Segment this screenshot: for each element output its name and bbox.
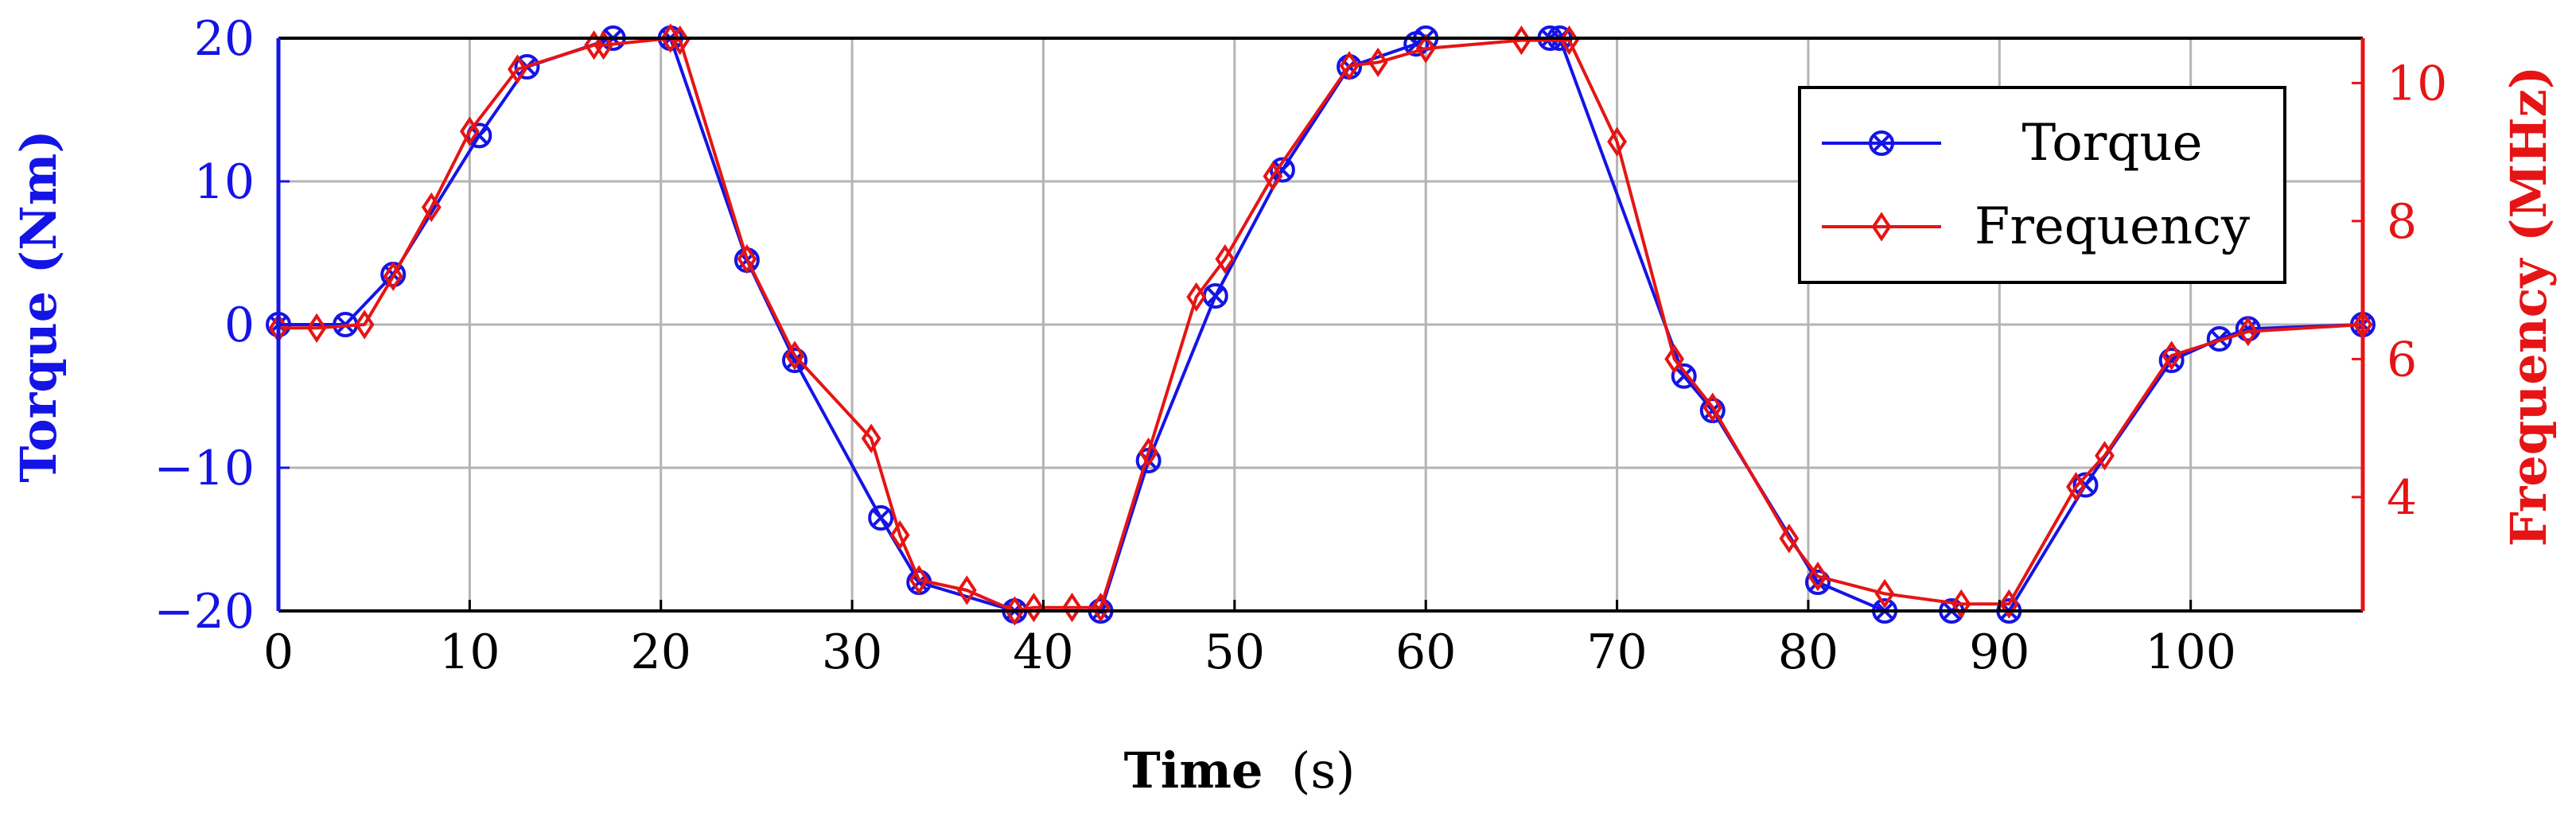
torque-point	[1671, 363, 1697, 389]
frequency-point	[1998, 589, 2019, 619]
frequency-point	[354, 309, 375, 340]
y-right-tick-label: 6	[2387, 332, 2417, 387]
plot-frame	[276, 37, 2365, 613]
y-left-tick-label: 0	[224, 298, 255, 353]
torque-point	[868, 505, 894, 531]
frequency-point	[861, 423, 881, 453]
x-tick-label: 40	[1013, 624, 1073, 680]
y-right-tick-label: 10	[2387, 56, 2447, 111]
frequency-point	[1511, 25, 1531, 56]
frequency-point	[1215, 243, 1235, 274]
frequency-point	[956, 575, 977, 605]
frequency-point	[1874, 578, 1895, 609]
y-left-tick-label: −20	[154, 584, 255, 640]
x-tick-label: 80	[1778, 624, 1839, 680]
frequency-point	[1005, 596, 1025, 626]
x-axis-title-unit: (s)	[1291, 741, 1355, 799]
frequency-point	[1415, 33, 1436, 64]
x-tick-label: 30	[822, 624, 882, 680]
x-axis-title-bold: Time	[1124, 741, 1263, 799]
x-tick-label: 0	[263, 624, 294, 680]
frequency-point	[1559, 25, 1579, 56]
y-left-tick-label: 20	[194, 11, 255, 67]
y-left-axis-title: Torque (Nm)	[10, 130, 68, 482]
series-frequency	[268, 23, 2373, 626]
legend-box	[1798, 86, 2286, 284]
frequency-point	[1779, 523, 1800, 554]
frequency-point	[670, 25, 691, 56]
frequency-point	[1807, 562, 1828, 592]
torque-point	[1269, 157, 1295, 183]
frequency-point	[1024, 593, 1044, 623]
frequency-point	[1702, 392, 1723, 422]
frequency-point	[1091, 593, 1111, 623]
frequency-point	[909, 565, 929, 595]
y-right-axis-title: Frequency (MHz)	[2500, 66, 2558, 547]
frequency-point	[1339, 51, 1360, 81]
y-right-tick-label: 4	[2387, 470, 2417, 526]
frequency-point	[784, 340, 805, 371]
frequency-point	[508, 54, 527, 84]
frequency-point	[2066, 472, 2086, 502]
y-left-tick-label: −10	[154, 441, 255, 496]
legend-torque-marker	[1869, 130, 1894, 156]
legend-torque-label: Torque	[2022, 114, 2203, 173]
x-tick-label: 50	[1204, 624, 1265, 680]
frequency-point	[593, 30, 614, 60]
frequency-point	[1138, 437, 1159, 468]
x-tick-label: 60	[1395, 624, 1456, 680]
frequency-point	[889, 519, 910, 550]
frequency-point	[1607, 126, 1627, 157]
legend: Torque Frequency	[1798, 86, 2286, 284]
y-left-tick-label: 10	[194, 154, 255, 210]
y-right-tick-label: 8	[2387, 194, 2417, 250]
x-axis-title: Time (s)	[1124, 741, 1356, 799]
frequency-point	[1062, 593, 1082, 623]
frequency-point	[1186, 282, 1207, 312]
torque-point	[781, 348, 807, 373]
x-tick-label: 90	[1969, 624, 2029, 680]
frequency-point	[1368, 47, 1388, 77]
frequency-point	[2162, 340, 2182, 371]
legend-frequency-marker	[1871, 212, 1892, 242]
frequency-point	[306, 313, 327, 343]
frequency-point	[1263, 161, 1283, 192]
frequency-point	[1951, 589, 1971, 619]
frequency-point	[737, 243, 757, 274]
x-tick-label: 70	[1586, 624, 1647, 680]
legend-frequency-label: Frequency	[1975, 197, 2250, 256]
x-tick-label: 10	[439, 624, 500, 680]
x-tick-label: 20	[631, 624, 691, 680]
frequency-point	[1664, 344, 1685, 374]
frequency-point	[2095, 441, 2115, 471]
frequency-point	[459, 116, 480, 146]
frequency-point	[2238, 317, 2259, 347]
tick-labels: 0 10 20 30 40 50 60 70 80 90 100 −20 −10 0 10 20 4 6 8 10	[154, 11, 2447, 680]
x-tick-label: 100	[2145, 624, 2236, 680]
torque-point	[1202, 283, 1228, 309]
frequency-point	[421, 192, 442, 223]
frequency-point	[383, 261, 403, 291]
